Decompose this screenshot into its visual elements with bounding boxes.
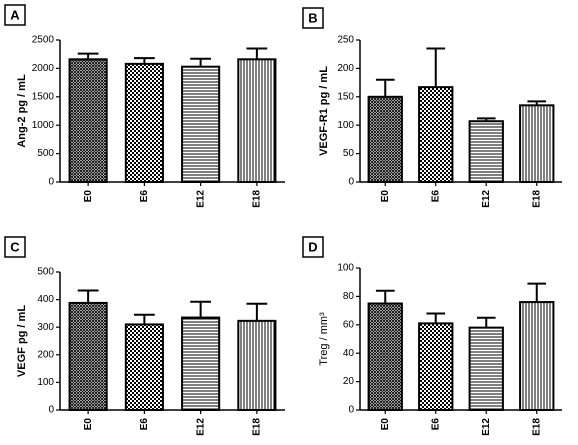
x-tick-label: E12 [195,418,206,436]
x-tick-label: E6 [430,418,441,431]
panel-label-box [302,236,324,258]
x-tick-label: E18 [252,190,263,208]
x-tick-label: E12 [481,418,492,436]
y-tick-label: 2000 [32,63,55,74]
bar [418,86,454,183]
panel-label: D [308,239,317,254]
y-axis-label: Ang-2 pg / mL [16,74,28,148]
y-tick-label: 60 [343,319,355,330]
y-tick-label: 300 [37,322,54,333]
y-tick-label: 200 [37,349,54,360]
bar [367,302,403,411]
y-tick-label: 500 [37,148,54,159]
bar [418,322,454,412]
bar [367,95,403,183]
x-tick-label: E12 [195,190,206,208]
panel-label-box [302,7,324,29]
x-tick-label: E12 [481,190,492,208]
bar [68,301,108,411]
y-tick-label: 250 [337,35,354,46]
bar [237,319,277,411]
x-tick-label: E6 [139,190,150,203]
x-tick-label: E0 [380,190,391,203]
bar [68,58,108,184]
y-tick-label: 200 [337,63,354,74]
bar [519,104,555,183]
bar [468,326,504,412]
panel-label-box [4,4,26,26]
bar [519,301,555,411]
y-tick-label: 100 [337,263,354,274]
x-tick-label: E0 [83,190,94,203]
x-tick-label: E6 [139,418,150,431]
y-tick-label: 1000 [32,120,55,131]
x-tick-label: E6 [430,190,441,203]
y-tick-label: 40 [343,348,355,359]
bar [237,58,277,184]
x-tick-label: E18 [252,418,263,436]
y-tick-label: 2500 [32,35,55,46]
x-tick-label: E0 [83,418,94,431]
y-tick-label: 80 [343,291,355,302]
y-axis-label: VEGF pg / mL [16,305,28,377]
y-tick-label: 400 [37,294,54,305]
y-tick-label: 100 [337,120,354,131]
panel-label: A [10,7,20,22]
y-tick-label: 0 [348,177,354,188]
bar [181,65,221,183]
panel-label-box [4,236,26,258]
y-tick-label: 50 [343,148,355,159]
y-tick-label: 1500 [32,91,55,102]
y-tick-label: 100 [37,377,54,388]
bar [124,62,164,183]
y-tick-label: 0 [48,405,54,416]
bar [124,323,164,411]
bar [181,316,221,412]
y-axis-label: VEGF-R1 pg / mL [318,66,330,156]
bar [468,120,504,183]
y-tick-label: 150 [337,91,354,102]
x-tick-label: E18 [531,190,542,208]
x-tick-label: E0 [380,418,391,431]
y-axis-label: Treg / mm³ [318,312,330,366]
y-tick-label: 500 [37,267,54,278]
y-tick-label: 0 [48,177,54,188]
panel-label: B [308,10,317,25]
x-tick-label: E18 [531,418,542,436]
panel-label: C [10,239,20,254]
y-tick-label: 20 [343,376,355,387]
y-tick-label: 0 [348,405,354,416]
